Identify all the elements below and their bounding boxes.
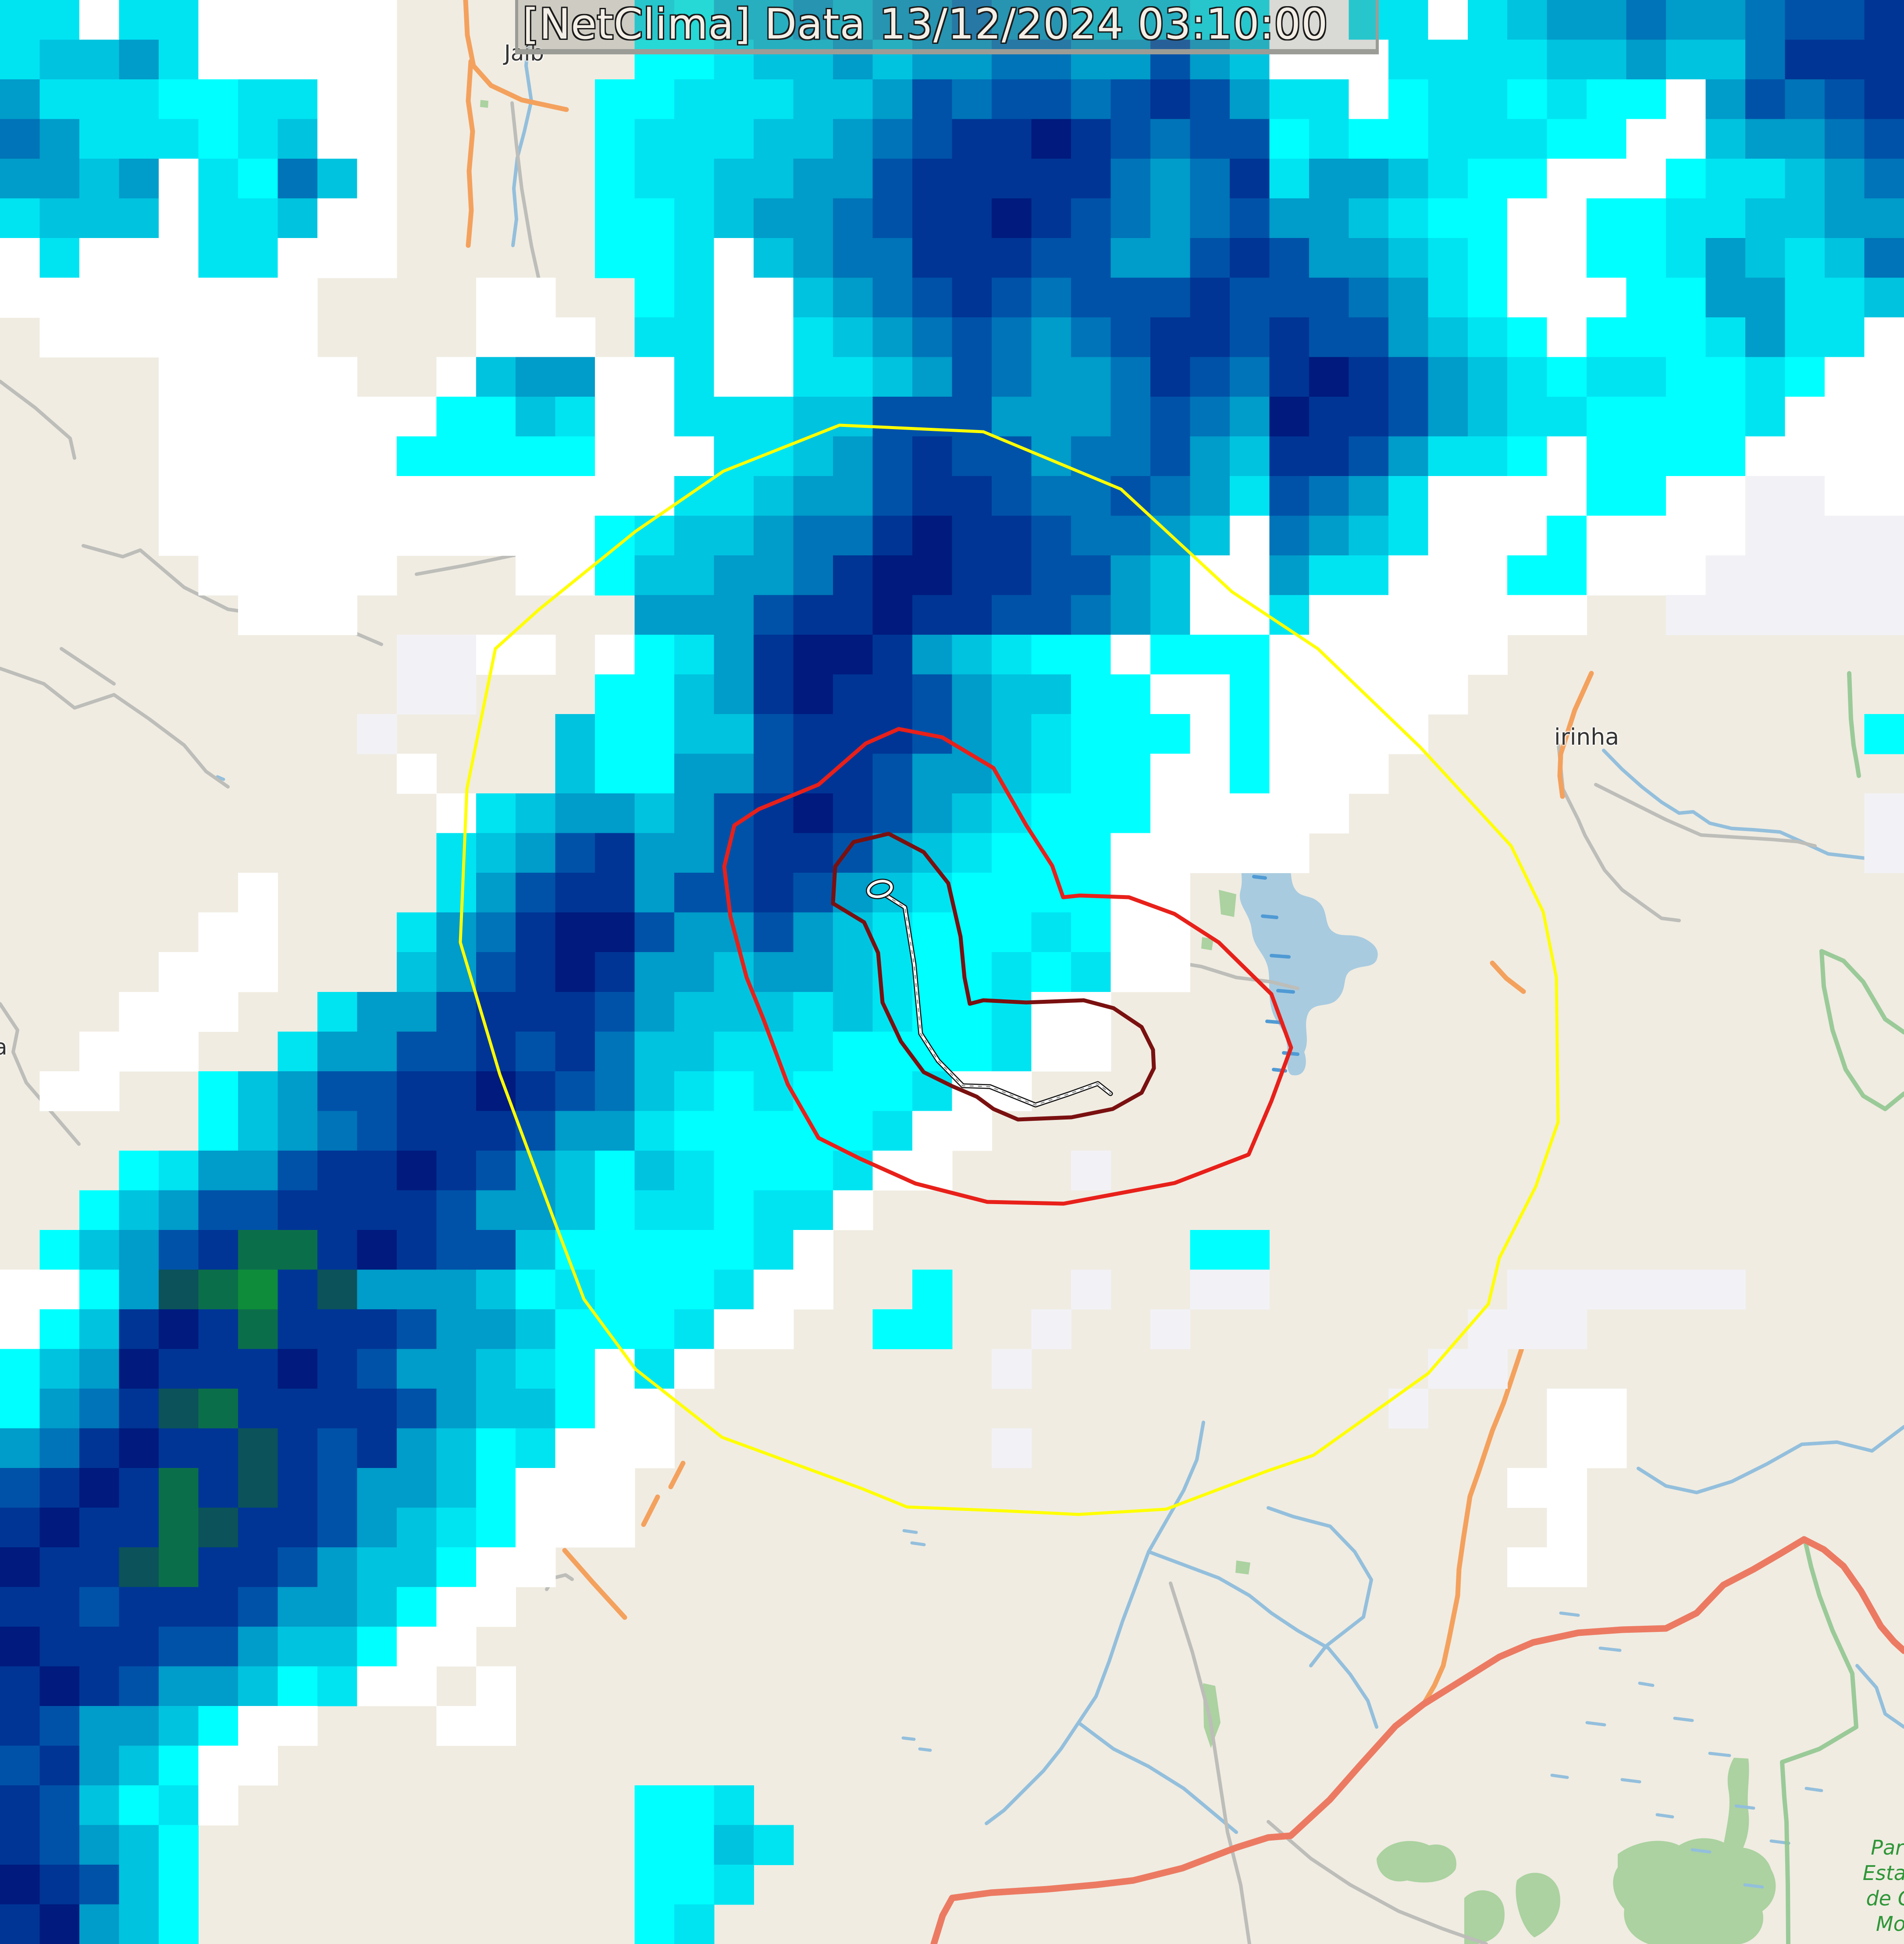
park-label-line: de Grão xyxy=(1866,1887,1904,1910)
forest-area xyxy=(1203,1683,1221,1748)
park-label-line: Estadual xyxy=(1862,1861,1904,1885)
park-label-line: Mogol xyxy=(1876,1912,1904,1936)
river xyxy=(1602,749,1904,867)
water-mark xyxy=(1276,989,1295,994)
forest-area xyxy=(1516,1873,1560,1937)
marsh-mark xyxy=(1804,1787,1823,1792)
park-boundary xyxy=(1847,671,1861,778)
water-mark xyxy=(1261,914,1278,919)
road-gray xyxy=(1594,783,1817,848)
road-gray xyxy=(0,380,76,460)
forest-area xyxy=(1377,1841,1456,1883)
road-orange xyxy=(466,59,475,248)
river xyxy=(1147,1550,1378,1729)
marsh-mark xyxy=(1690,1848,1712,1854)
road-gray xyxy=(1267,1820,1488,1944)
river xyxy=(511,25,533,247)
river xyxy=(1077,1721,1238,1834)
track-dots xyxy=(885,894,1111,1106)
range-ring-yellow xyxy=(459,423,1560,1516)
water-mark xyxy=(1252,875,1267,880)
forest-area xyxy=(1201,937,1214,950)
marsh-mark xyxy=(1743,1883,1764,1889)
marsh-mark xyxy=(1559,1611,1580,1617)
town-label-porteirinha: irinha xyxy=(1554,724,1619,750)
marsh-mark xyxy=(216,775,225,781)
marsh-mark xyxy=(1585,1721,1606,1727)
marsh-mark xyxy=(1550,1773,1569,1779)
river xyxy=(1267,1506,1373,1667)
marsh-mark xyxy=(1708,1752,1731,1757)
marsh-mark xyxy=(1598,1646,1622,1652)
road-orange xyxy=(463,0,569,112)
road-gray xyxy=(1169,1581,1251,1944)
forest-area xyxy=(1464,1890,1505,1944)
road-orange xyxy=(1490,960,1526,994)
forest-area xyxy=(1613,1838,1776,1944)
road-gray xyxy=(0,1002,81,1146)
forest-area xyxy=(1219,890,1236,917)
forest-area xyxy=(1723,1758,1749,1851)
road-orange xyxy=(668,1461,686,1489)
marsh-mark xyxy=(1638,1681,1655,1687)
park-boundary xyxy=(1819,949,1904,1111)
marsh-mark xyxy=(1620,1778,1641,1784)
road-gray xyxy=(1557,743,1681,922)
marsh-mark xyxy=(901,1736,916,1741)
road-primary xyxy=(930,1536,1904,1944)
road-orange xyxy=(1421,1293,1539,1707)
park-label-grao-mogol: ParqueEstadualde GrãoMogol xyxy=(1856,1835,1904,1937)
road-orange xyxy=(562,1548,627,1620)
marsh-mark xyxy=(1673,1717,1694,1722)
marsh-mark xyxy=(1655,1813,1674,1819)
town-label-left-edge: a xyxy=(0,1034,7,1060)
river xyxy=(985,1421,1205,1825)
forest-area xyxy=(1235,1560,1250,1574)
park-boundary xyxy=(1780,1538,1858,1944)
forest-area xyxy=(480,100,488,108)
contour-red xyxy=(722,727,1293,1206)
road-gray xyxy=(60,647,116,686)
marsh-mark xyxy=(1734,1804,1755,1810)
marsh-mark xyxy=(910,1541,926,1546)
contour-dark-red xyxy=(831,832,1156,1122)
river xyxy=(1637,1425,1904,1494)
river xyxy=(1855,1664,1904,1729)
road-orange xyxy=(641,1494,660,1527)
park-label-line: Parque xyxy=(1871,1836,1904,1859)
water-mark xyxy=(1270,954,1291,959)
marsh-mark xyxy=(902,1529,918,1534)
track-start-loop xyxy=(867,880,893,898)
marsh-mark xyxy=(918,1747,932,1752)
title-text: [NetClima] Data 13/12/2024 03:10:00 xyxy=(523,0,1328,49)
title-bar: [NetClima] Data 13/12/2024 03:10:00 xyxy=(515,0,1379,54)
road-orange xyxy=(1557,671,1594,799)
reservoir xyxy=(1239,836,1378,1076)
road-gray xyxy=(0,667,230,789)
